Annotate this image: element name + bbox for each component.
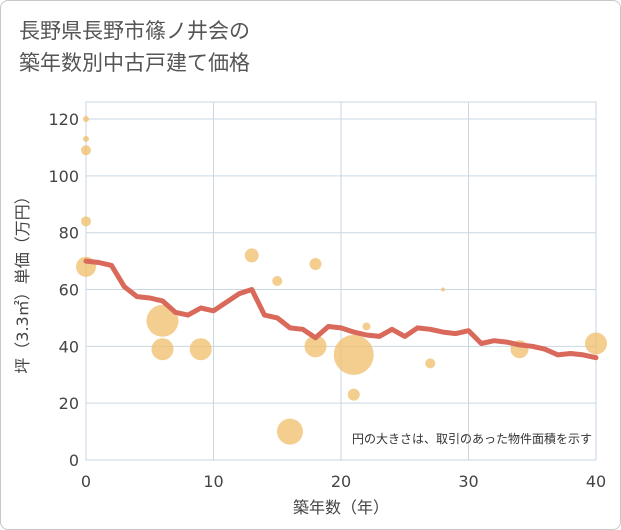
- data-bubble: [244, 248, 259, 263]
- data-bubble: [309, 257, 322, 270]
- bubbles: [76, 116, 607, 445]
- tick-labels: 0 10 20 30 40 0 20 40 60 80 100 120: [48, 110, 606, 491]
- data-bubble: [151, 338, 174, 361]
- data-bubble: [81, 145, 91, 156]
- y-tick-label: 0: [69, 451, 79, 470]
- data-bubble: [83, 135, 89, 142]
- data-bubble: [441, 287, 445, 292]
- data-bubble: [304, 335, 327, 358]
- y-tick-label: 20: [59, 394, 79, 413]
- y-tick-label: 40: [59, 337, 79, 356]
- data-bubble: [347, 388, 360, 401]
- y-tick-label: 60: [59, 281, 79, 300]
- data-bubble: [277, 418, 303, 445]
- data-bubble: [585, 332, 607, 355]
- y-tick-label: 100: [48, 167, 79, 186]
- data-bubble: [189, 338, 212, 361]
- average-line-layer: [83, 258, 599, 361]
- chart-title-line-2: 築年数別中古戸建て価格: [19, 51, 250, 75]
- data-bubble: [146, 304, 179, 337]
- bubble-size-note: 円の大きさは、取引のあった物件面積を示す: [352, 431, 592, 446]
- data-bubble: [81, 216, 91, 227]
- x-tick-label: 0: [81, 472, 91, 491]
- y-tick-label: 80: [59, 224, 79, 243]
- y-tick-label: 120: [48, 110, 79, 129]
- data-bubble: [333, 334, 374, 375]
- data-bubble: [272, 276, 283, 286]
- x-tick-label: 10: [203, 472, 223, 491]
- average-line: [83, 258, 599, 361]
- x-tick-label: 40: [586, 472, 606, 491]
- x-tick-label: 30: [458, 472, 478, 491]
- data-bubble: [362, 322, 371, 331]
- x-tick-label: 20: [331, 472, 351, 491]
- chart-title-line-1: 長野県長野市篠ノ井会の: [19, 19, 250, 43]
- data-bubble: [83, 116, 89, 123]
- x-axis-label: 築年数（年）: [293, 498, 389, 517]
- y-axis-label: 坪（3.3㎡）単価（万円）: [13, 188, 32, 373]
- data-bubble: [425, 358, 436, 369]
- chart-title: 長野県長野市篠ノ井会の 築年数別中古戸建て価格: [19, 15, 250, 79]
